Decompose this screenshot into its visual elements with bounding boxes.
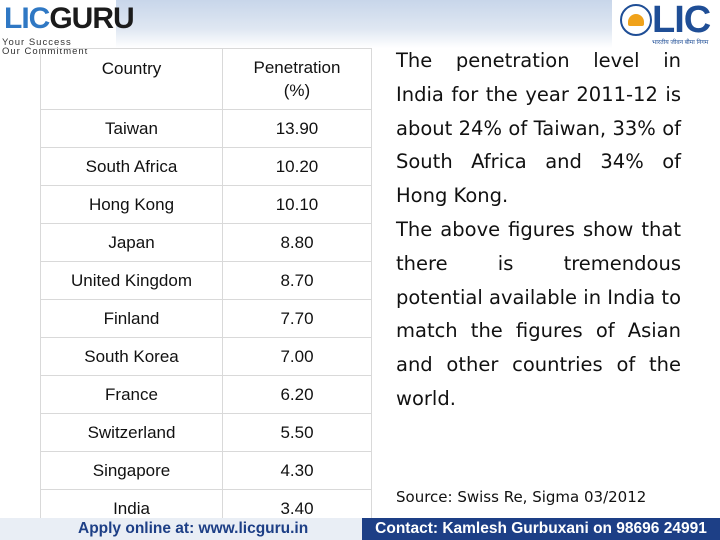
table-row: France 6.20	[40, 375, 372, 414]
table-row: South Korea 7.00	[40, 337, 372, 376]
cell-value: 8.70	[222, 261, 372, 300]
source-note: Source: Swiss Re, Sigma 03/2012	[396, 488, 647, 506]
table-header-row: Country Penetration (%)	[40, 48, 372, 110]
cell-country: South Korea	[40, 337, 223, 376]
cell-country: Finland	[40, 299, 223, 338]
table-row: Taiwan 13.90	[40, 109, 372, 148]
cell-value: 5.50	[222, 413, 372, 452]
cell-value: 10.10	[222, 185, 372, 224]
cell-value: 6.20	[222, 375, 372, 414]
table-row: Finland 7.70	[40, 299, 372, 338]
cell-value: 4.30	[222, 451, 372, 490]
lic-subtitle: भारतीय जीवन बीमा निगम	[652, 40, 709, 46]
header-country: Country	[40, 48, 223, 110]
commentary-paragraph-1: The penetration level in India for the y…	[396, 49, 681, 208]
top-banner	[0, 0, 720, 48]
header-penetration: Penetration (%)	[222, 48, 372, 110]
table-row: United Kingdom 8.70	[40, 261, 372, 300]
logo-tagline-1: Your Success	[2, 37, 72, 48]
cell-country: Switzerland	[40, 413, 223, 452]
table-row: Switzerland 5.50	[40, 413, 372, 452]
table-row: Hong Kong 10.10	[40, 185, 372, 224]
lic-emblem-icon	[620, 4, 652, 36]
table-row: South Africa 10.20	[40, 147, 372, 186]
cell-country: Hong Kong	[40, 185, 223, 224]
cell-country: United Kingdom	[40, 261, 223, 300]
cell-value: 10.20	[222, 147, 372, 186]
commentary-text: The penetration level in India for the y…	[396, 44, 681, 416]
commentary-paragraph-2: The above figures show that there is tre…	[396, 217, 681, 410]
lic-wordmark: LIC	[652, 0, 711, 41]
cell-country: Singapore	[40, 451, 223, 490]
table-row: Japan 8.80	[40, 223, 372, 262]
cell-value: 7.70	[222, 299, 372, 338]
cell-value: 13.90	[222, 109, 372, 148]
apply-online-link[interactable]: Apply online at: www.licguru.in	[78, 520, 309, 537]
cell-value: 7.00	[222, 337, 372, 376]
lic-logo: LIC भारतीय जीवन बीमा निगम	[612, 0, 720, 56]
cell-country: Taiwan	[40, 109, 223, 148]
cell-country: France	[40, 375, 223, 414]
cell-country: Japan	[40, 223, 223, 262]
logo-wordmark: LICGURU	[4, 2, 135, 35]
cell-country: South Africa	[40, 147, 223, 186]
contact-info: Contact: Kamlesh Gurbuxani on 98696 2499…	[362, 518, 720, 540]
penetration-table: Country Penetration (%) Taiwan 13.90 Sout…	[40, 48, 372, 528]
cell-value: 8.80	[222, 223, 372, 262]
table-row: Singapore 4.30	[40, 451, 372, 490]
footer-bar: Apply online at: www.licguru.in Contact:…	[0, 518, 720, 540]
